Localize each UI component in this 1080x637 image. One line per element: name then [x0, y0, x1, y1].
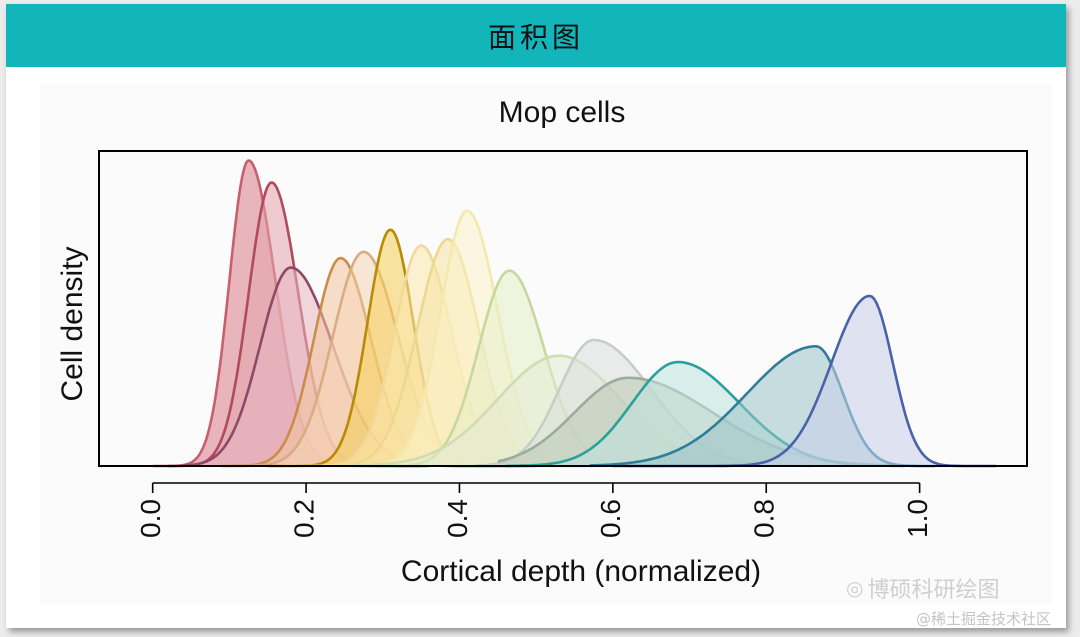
y-axis-label: Cell density	[56, 246, 89, 401]
series-layer	[152, 159, 997, 468]
x-axis-label: Cortical depth (normalized)	[401, 555, 761, 588]
x-tick-label-1: 0.2	[288, 499, 319, 538]
density-area-9	[321, 210, 613, 466]
density-area-14	[505, 362, 905, 466]
x-tick-label-2: 0.4	[442, 499, 473, 538]
x-tick-label-5: 1.0	[902, 499, 933, 538]
wechat-icon: ◎	[846, 576, 864, 600]
watermark-secondary: @稀土掘金技术社区	[916, 610, 1052, 628]
density-area-chart: Mop cells 0.0 0.2 0.4 0.6 0.8 1.0 Cortical de…	[56, 96, 1028, 588]
plot-area: Mop cells 0.0 0.2 0.4 0.6 0.8 1.0 Cortical de…	[40, 84, 1052, 604]
plot-border	[98, 150, 1028, 467]
density-area-16	[612, 295, 997, 466]
density-area-1	[152, 160, 422, 466]
watermark-primary-text: 博硕科研绘图	[867, 578, 1000, 603]
figure-frame: 面积图 Mop cells 0.0 0.2 0.4 0.6 0.8 1.0 Cortica…	[6, 4, 1066, 628]
title-banner: 面积图	[6, 4, 1066, 67]
density-area-10	[359, 270, 659, 466]
x-tick-label-0: 0.0	[135, 499, 166, 538]
watermark-primary: ◎ 博硕科研绘图	[846, 572, 999, 604]
x-tick-label-4: 0.8	[749, 499, 780, 538]
chart-title: Mop cells	[499, 96, 626, 129]
banner-title: 面积图	[487, 20, 584, 54]
x-tick-label-3: 0.6	[595, 499, 626, 538]
x-axis: 0.0 0.2 0.4 0.6 0.8 1.0	[135, 482, 933, 538]
